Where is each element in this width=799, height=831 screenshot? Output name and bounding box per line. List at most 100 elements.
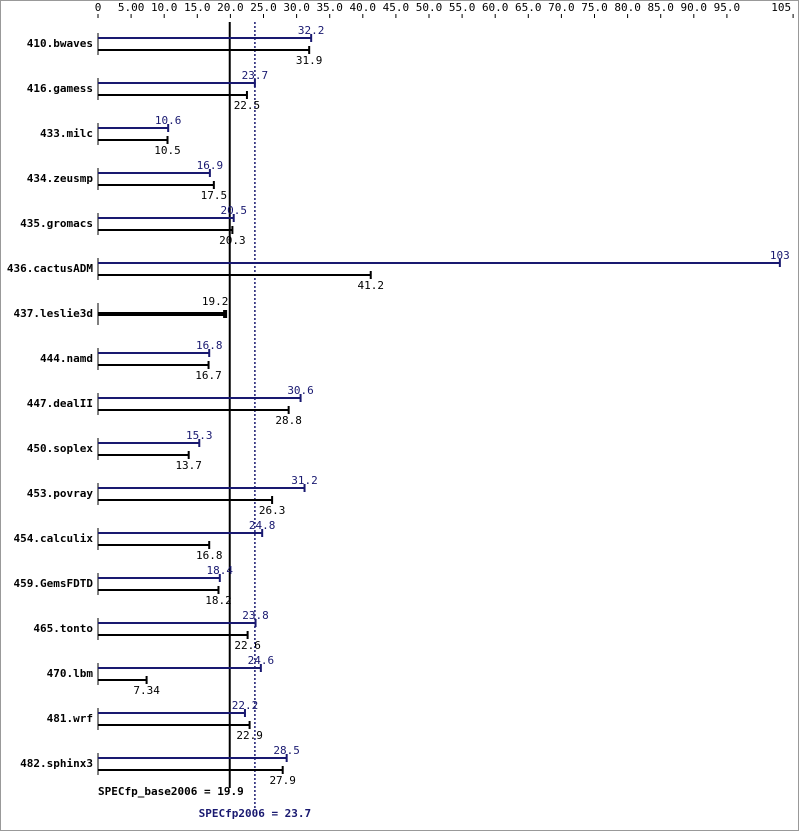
value-label: 15.3 (186, 429, 213, 442)
bar (98, 676, 148, 684)
category-label: 465.tonto (33, 622, 93, 635)
value-label: 28.8 (275, 414, 302, 427)
category-label: 434.zeusmp (27, 172, 94, 185)
category-label: 482.sphinx3 (20, 757, 93, 770)
x-tick-label: 50.0 (416, 1, 443, 14)
value-label: 18.2 (205, 594, 232, 607)
reference-label: SPECfp_base2006 = 19.9 (98, 785, 244, 798)
category-label: 454.calculix (14, 532, 94, 545)
bar (98, 484, 306, 492)
bar (98, 721, 251, 729)
value-label: 16.7 (195, 369, 222, 382)
bar (98, 529, 264, 537)
value-label: 24.8 (249, 519, 276, 532)
x-tick-label: 55.0 (449, 1, 476, 14)
x-tick-label: 90.0 (681, 1, 708, 14)
value-label: 30.6 (287, 384, 314, 397)
x-tick-label: 70.0 (548, 1, 575, 14)
bar (98, 406, 290, 414)
x-tick-label: 75.0 (581, 1, 608, 14)
category-label: 447.dealII (27, 397, 93, 410)
x-tick-label: 25.0 (250, 1, 277, 14)
bar (98, 631, 249, 639)
value-label: 20.5 (220, 204, 247, 217)
x-tick-label: 105 (771, 1, 791, 14)
category-label: 450.soplex (27, 442, 94, 455)
category-label: 436.cactusADM (7, 262, 93, 275)
category-label: 435.gromacs (20, 217, 93, 230)
x-tick-label: 30.0 (283, 1, 310, 14)
bar (98, 46, 311, 54)
bar (98, 754, 288, 762)
value-label: 24.6 (248, 654, 275, 667)
bar (98, 496, 274, 504)
bar (98, 664, 262, 672)
bar (98, 586, 220, 594)
value-label: 31.9 (296, 54, 323, 67)
value-label: 28.5 (273, 744, 300, 757)
bar (98, 169, 211, 177)
bar (98, 91, 248, 99)
x-tick-label: 10.0 (151, 1, 178, 14)
x-tick-label: 0 (95, 1, 102, 14)
value-label: 103 (770, 249, 790, 262)
bar (98, 361, 210, 369)
category-label: 459.GemsFDTD (14, 577, 94, 590)
category-label: 410.bwaves (27, 37, 93, 50)
value-label: 23.8 (242, 609, 269, 622)
value-label: 31.2 (291, 474, 318, 487)
category-label: 453.povray (27, 487, 94, 500)
bar (98, 181, 215, 189)
value-label: 32.2 (298, 24, 325, 37)
value-label: 7.34 (133, 684, 160, 697)
category-label: 470.lbm (47, 667, 94, 680)
bar (98, 259, 781, 267)
category-label: 437.leslie3d (14, 307, 93, 320)
value-label: 22.2 (232, 699, 259, 712)
value-label: 22.9 (236, 729, 263, 742)
x-tick-label: 45.0 (383, 1, 410, 14)
value-label: 16.8 (196, 549, 223, 562)
x-tick-label: 95.0 (714, 1, 741, 14)
bar (98, 34, 313, 42)
value-label: 18.4 (207, 564, 234, 577)
bar (98, 394, 302, 402)
bar (98, 226, 234, 234)
value-label: 17.5 (201, 189, 228, 202)
bar (98, 271, 372, 279)
x-tick-label: 40.0 (350, 1, 377, 14)
category-label: 444.namd (40, 352, 93, 365)
x-tick-label: 80.0 (614, 1, 641, 14)
x-tick-label: 65.0 (515, 1, 542, 14)
x-tick-label: 35.0 (316, 1, 343, 14)
bar (98, 766, 284, 774)
bar (98, 574, 221, 582)
value-label: 22.5 (234, 99, 261, 112)
bar (98, 79, 256, 87)
bar (98, 541, 211, 549)
value-label: 26.3 (259, 504, 286, 517)
x-tick-label: 60.0 (482, 1, 509, 14)
bar (98, 709, 246, 717)
value-label: 16.8 (196, 339, 223, 352)
x-tick-label: 85.0 (647, 1, 674, 14)
value-label: 10.5 (154, 144, 181, 157)
category-label: 433.milc (40, 127, 93, 140)
value-label: 16.9 (197, 159, 224, 172)
bar (98, 619, 257, 627)
bar (98, 214, 235, 222)
value-label: 22.6 (234, 639, 261, 652)
x-tick-label: 5.00 (118, 1, 145, 14)
value-label: 27.9 (269, 774, 296, 787)
bar (98, 439, 201, 447)
category-label: 416.gamess (27, 82, 93, 95)
value-label: 13.7 (175, 459, 202, 472)
value-label: 19.2 (202, 295, 229, 308)
bar (98, 136, 169, 144)
value-label: 41.2 (357, 279, 384, 292)
value-label: 20.3 (219, 234, 246, 247)
value-label: 23.7 (242, 69, 269, 82)
bar (98, 124, 170, 132)
